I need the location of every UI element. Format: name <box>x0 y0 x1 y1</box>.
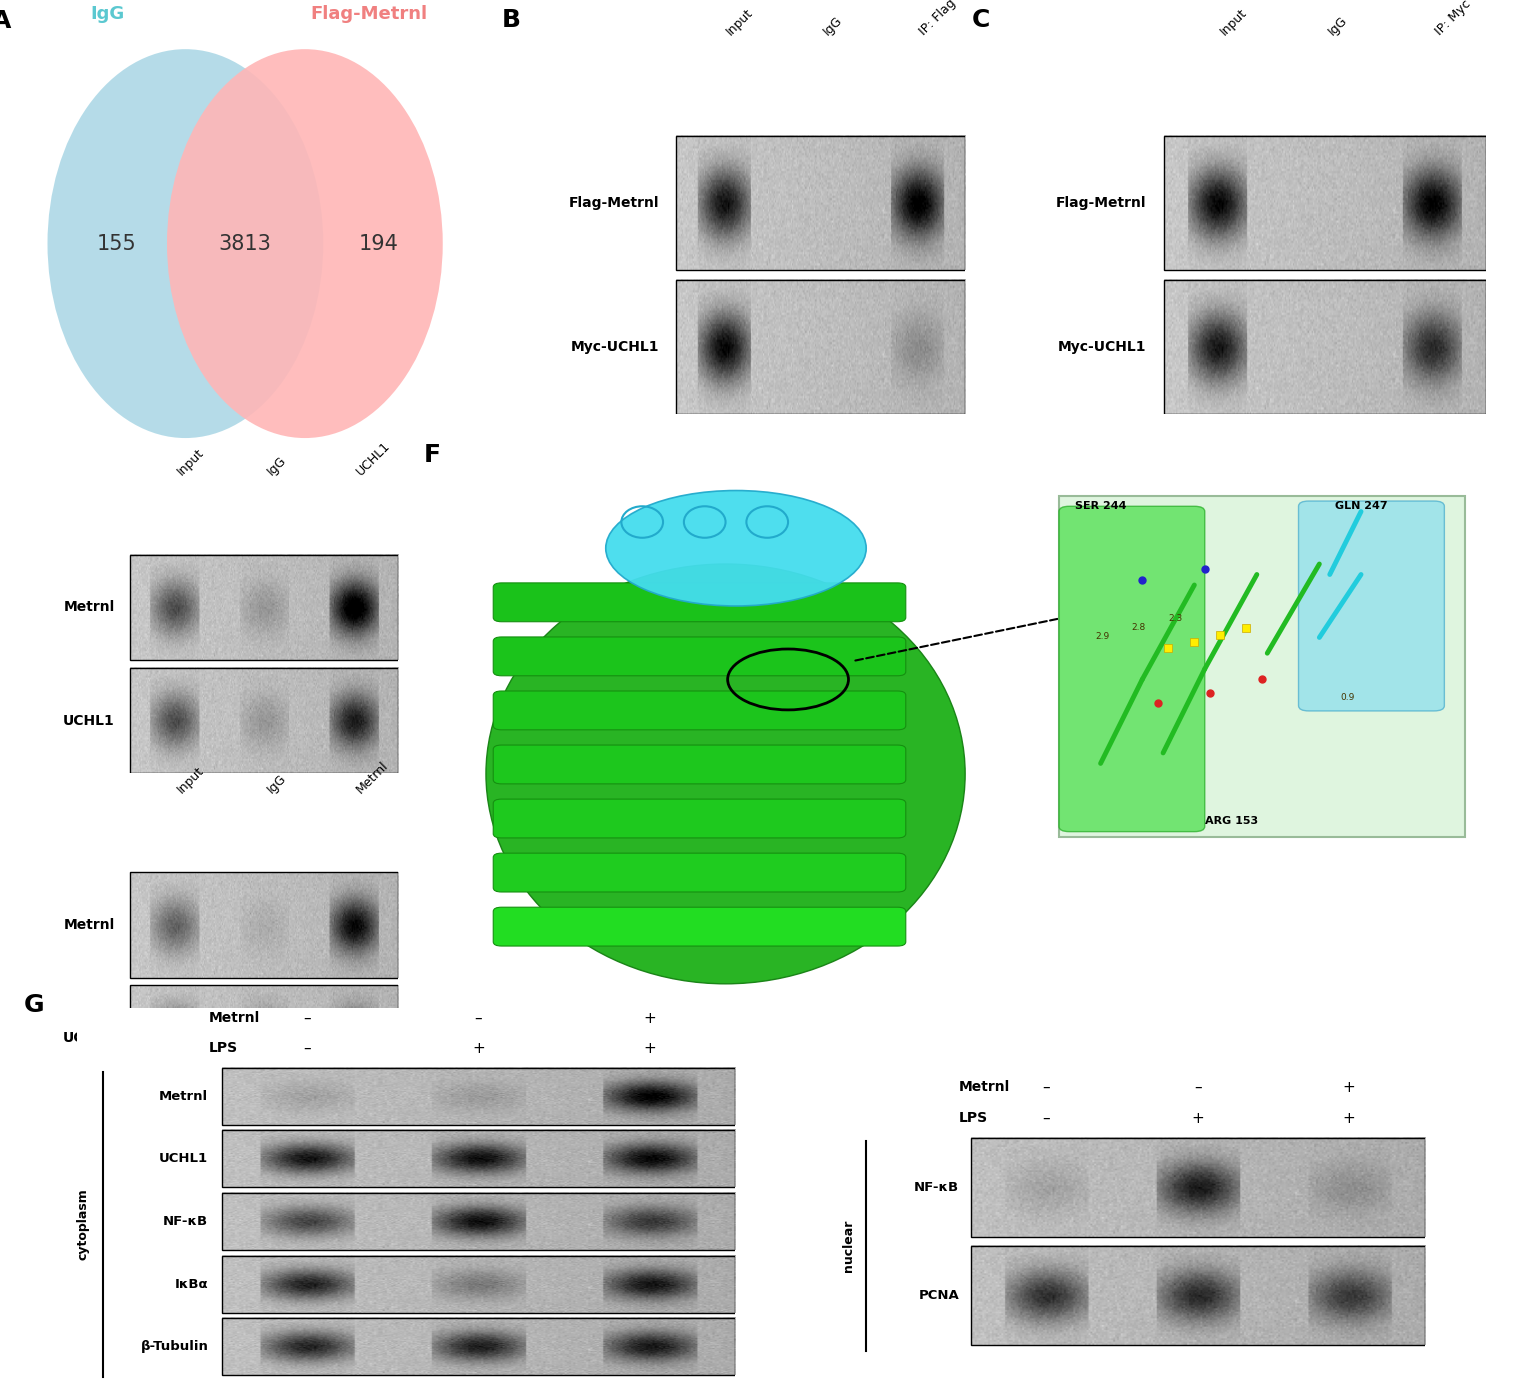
Text: 194: 194 <box>358 233 398 254</box>
Bar <box>130 668 398 773</box>
Bar <box>971 1138 1425 1237</box>
FancyBboxPatch shape <box>493 583 905 621</box>
Text: Input: Input <box>723 7 755 39</box>
Text: –: – <box>475 1011 483 1026</box>
Text: IgG: IgG <box>1325 14 1350 39</box>
Text: Metrnl: Metrnl <box>959 1080 1010 1094</box>
Text: 0.9: 0.9 <box>1340 693 1354 703</box>
Text: 2.8: 2.8 <box>1132 623 1146 631</box>
FancyBboxPatch shape <box>1299 501 1445 711</box>
Text: Metrnl: Metrnl <box>64 918 115 932</box>
Text: +: + <box>1342 1110 1356 1126</box>
Text: Metrnl: Metrnl <box>159 1090 208 1103</box>
Text: ARG 153: ARG 153 <box>1204 816 1258 826</box>
Text: +: + <box>1342 1080 1356 1095</box>
FancyBboxPatch shape <box>493 746 905 784</box>
Ellipse shape <box>605 490 866 606</box>
Text: IκBα: IκBα <box>175 1277 208 1291</box>
Text: Flag-Metrnl: Flag-Metrnl <box>311 4 427 22</box>
Text: LPS: LPS <box>208 1041 237 1055</box>
Bar <box>130 873 398 978</box>
Text: Input: Input <box>175 764 207 795</box>
Text: UCHL1: UCHL1 <box>159 1153 208 1166</box>
Text: Input: Input <box>1218 7 1250 39</box>
Ellipse shape <box>486 563 965 983</box>
FancyBboxPatch shape <box>493 637 905 675</box>
FancyBboxPatch shape <box>493 690 905 729</box>
Text: Myc-UCHL1: Myc-UCHL1 <box>570 340 659 354</box>
Text: UCHL1: UCHL1 <box>63 1032 115 1045</box>
Text: 3813: 3813 <box>219 233 271 254</box>
Text: A: A <box>0 10 12 33</box>
Bar <box>222 1068 735 1126</box>
Text: NF-κB: NF-κB <box>164 1215 208 1228</box>
Text: PCNA: PCNA <box>918 1288 959 1302</box>
Bar <box>222 1193 735 1250</box>
Text: IgG: IgG <box>264 454 288 478</box>
Text: F: F <box>423 443 440 467</box>
Bar <box>676 280 965 414</box>
Text: 155: 155 <box>97 233 136 254</box>
Text: nuclear: nuclear <box>843 1219 855 1272</box>
Text: GLN 247: GLN 247 <box>1334 501 1388 511</box>
Text: 2.3: 2.3 <box>1169 613 1183 623</box>
Text: β-Tubulin: β-Tubulin <box>141 1341 208 1353</box>
FancyBboxPatch shape <box>493 853 905 892</box>
Text: G: G <box>25 993 44 1018</box>
Bar <box>130 986 398 1091</box>
Ellipse shape <box>167 50 443 438</box>
Text: Myc-UCHL1: Myc-UCHL1 <box>1057 340 1146 354</box>
Text: B: B <box>502 8 521 32</box>
Bar <box>130 555 398 660</box>
Text: +: + <box>1192 1110 1204 1126</box>
Text: UCHL1: UCHL1 <box>63 714 115 728</box>
Bar <box>971 1246 1425 1345</box>
Text: Metrnl: Metrnl <box>64 601 115 615</box>
Text: UCHL1: UCHL1 <box>354 439 392 478</box>
Bar <box>222 1131 735 1188</box>
Text: –: – <box>1193 1080 1201 1095</box>
Text: SER 244: SER 244 <box>1074 501 1126 511</box>
Text: IgG: IgG <box>821 14 844 39</box>
FancyBboxPatch shape <box>493 907 905 946</box>
Text: 2.9: 2.9 <box>1095 631 1109 641</box>
Ellipse shape <box>47 50 323 438</box>
Text: –: – <box>303 1011 311 1026</box>
Text: +: + <box>643 1041 656 1056</box>
Text: IgG: IgG <box>264 772 288 795</box>
FancyBboxPatch shape <box>493 800 905 838</box>
Text: IP: Myc: IP: Myc <box>1432 0 1474 39</box>
Text: NF-κB: NF-κB <box>915 1181 959 1195</box>
Text: +: + <box>472 1041 484 1056</box>
Text: cytoplasm: cytoplasm <box>77 1189 90 1261</box>
Text: –: – <box>303 1041 311 1056</box>
Text: Metrnl: Metrnl <box>208 1011 259 1025</box>
Text: Input: Input <box>175 446 207 478</box>
Text: LPS: LPS <box>959 1110 988 1124</box>
Bar <box>1164 135 1486 271</box>
Text: IgG: IgG <box>90 4 124 22</box>
Text: +: + <box>643 1011 656 1026</box>
Text: IP: Flag: IP: Flag <box>916 0 959 39</box>
Text: Flag-Metrnl: Flag-Metrnl <box>1056 196 1146 210</box>
Text: C: C <box>971 8 990 32</box>
Text: –: – <box>1043 1080 1049 1095</box>
Text: Metrnl: Metrnl <box>354 758 391 795</box>
Bar <box>222 1319 735 1375</box>
Bar <box>676 135 965 271</box>
Bar <box>1164 280 1486 414</box>
FancyBboxPatch shape <box>1059 496 1465 837</box>
Bar <box>222 1255 735 1313</box>
Text: Flag-Metrnl: Flag-Metrnl <box>568 196 659 210</box>
Text: –: – <box>1043 1110 1049 1126</box>
FancyBboxPatch shape <box>1059 507 1204 831</box>
